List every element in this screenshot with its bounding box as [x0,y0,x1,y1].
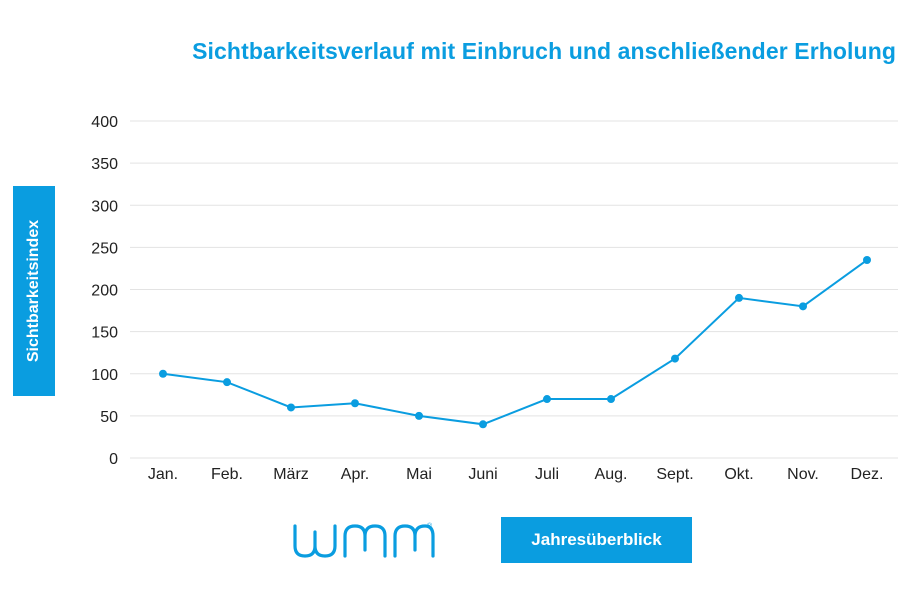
x-tick-label: Jan. [148,466,178,483]
x-tick-label: Okt. [724,466,753,483]
y-tick-label: 100 [91,367,118,384]
x-tick-label: Sept. [656,466,693,483]
x-tick-label: Dez. [851,466,884,483]
wmm-logo-icon: ® [293,522,435,558]
x-tick-label: Feb. [211,466,243,483]
data-point [607,395,615,404]
x-tick-label: März [273,466,309,483]
y-tick-label: 250 [91,240,118,257]
y-axis-label-box [13,186,55,396]
registered-mark: ® [427,522,433,530]
x-tick-label: Apr. [341,466,369,483]
y-tick-label: 200 [91,283,118,300]
data-point [159,369,167,378]
chart-title: Sichtbarkeitsverlauf mit Einbruch und an… [192,38,896,64]
data-point [735,293,743,302]
y-tick-label: 150 [91,325,118,342]
data-point [351,399,359,408]
data-point [415,411,423,420]
data-point [671,354,679,363]
x-tick-label: Juli [535,466,559,483]
x-tick-labels: Jan. Feb. März Apr. Mai Juni Juli Aug. Sept. Okt.… [148,466,884,483]
data-point [543,395,551,404]
x-tick-label: Mai [406,466,432,483]
series-line [162,259,868,426]
x-tick-label: Juni [468,466,497,483]
data-point [287,403,295,412]
data-point [223,378,231,387]
data-point [863,256,871,265]
x-tick-label: Nov. [787,466,819,483]
data-point [479,420,487,429]
y-tick-label: 300 [91,198,118,215]
y-tick-label: 350 [91,156,118,173]
y-tick-label: 400 [91,114,118,131]
data-points [159,256,871,429]
grid-lines [130,120,898,459]
y-tick-label: 50 [100,409,118,426]
x-tick-label: Aug. [595,466,628,483]
y-tick-labels: 0 50 100 150 200 250 300 350 400 [91,114,118,468]
y-tick-label: 0 [109,451,118,468]
x-axis-label: Jahresüberblick [501,517,692,563]
data-point [799,302,807,311]
